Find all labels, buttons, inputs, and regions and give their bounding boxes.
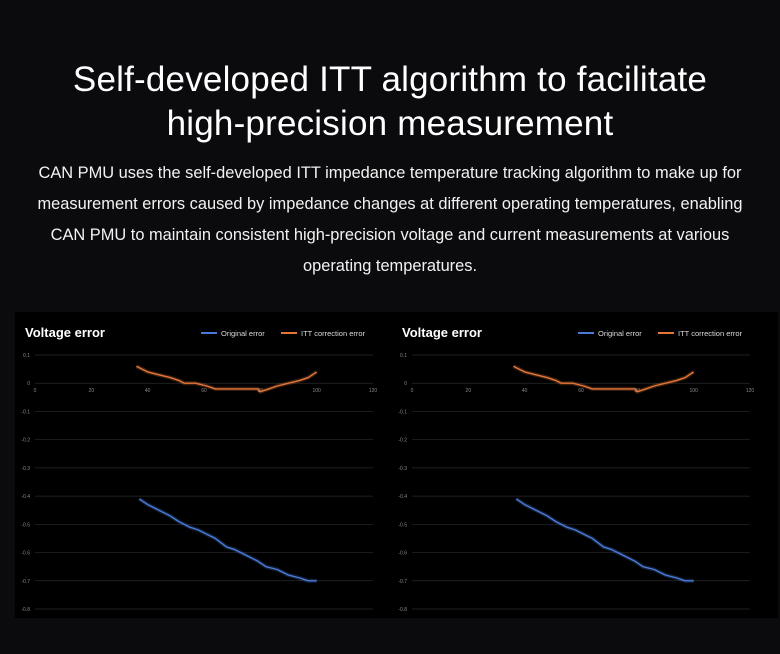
voltage-error-chart-right: Voltage error Original error ITT correctio… [392, 312, 778, 618]
x-tick-label: 100 [312, 388, 321, 394]
y-tick-label: 0 [27, 381, 30, 387]
x-tick-label: 20 [89, 388, 95, 394]
x-tick-label: 40 [522, 388, 528, 394]
y-tick-label: -0.5 [398, 522, 407, 528]
series-line-itt-correction-error [136, 365, 318, 393]
x-tick-label: 120 [746, 388, 755, 394]
y-tick-label: 0 [404, 381, 407, 387]
title-line-2: high-precision measurement [166, 104, 614, 143]
y-tick-label: -0.4 [398, 494, 407, 500]
chart-svg: Voltage error Original error ITT correctio… [21, 325, 378, 613]
y-tick-label: -0.3 [398, 466, 407, 472]
series-line-itt-correction-error-glow [135, 364, 318, 394]
description-text: CAN PMU uses the self-developed ITT impe… [37, 164, 743, 275]
y-tick-label: -0.2 [21, 438, 30, 444]
y-tick-label: -0.2 [398, 438, 407, 444]
y-tick-label: -0.6 [398, 551, 407, 557]
y-tick-label: -0.7 [398, 579, 407, 585]
series-line-original-error-glow [515, 497, 694, 583]
x-tick-label: 60 [578, 388, 584, 394]
x-tick-label: 60 [201, 388, 207, 394]
y-tick-label: -0.8 [21, 607, 30, 613]
x-tick-label: 100 [689, 388, 698, 394]
x-tick-label: 40 [145, 388, 151, 394]
y-tick-label: -0.8 [398, 607, 407, 613]
x-tick-label: 0 [34, 388, 37, 394]
y-tick-label: -0.4 [21, 494, 30, 500]
voltage-error-chart-left: Voltage error Original error ITT correctio… [15, 312, 401, 618]
legend-label-itt-correction-error: ITT correction error [678, 329, 743, 338]
chart-svg: Voltage error Original error ITT correctio… [398, 325, 755, 613]
y-tick-label: -0.5 [21, 522, 30, 528]
legend-label-original-error: Original error [598, 329, 642, 338]
series-line-itt-correction-error-glow [512, 364, 695, 394]
series-line-itt-correction-error [513, 365, 695, 393]
x-tick-label: 120 [369, 388, 378, 394]
series-line-original-error [515, 498, 694, 582]
chart-title: Voltage error [402, 325, 482, 340]
x-tick-label: 0 [411, 388, 414, 394]
title-line-1: Self-developed ITT algorithm to facilita… [72, 60, 708, 99]
y-tick-label: -0.3 [21, 466, 30, 472]
x-tick-label: 20 [466, 388, 472, 394]
y-tick-label: -0.1 [398, 409, 407, 415]
y-tick-label: -0.7 [21, 579, 30, 585]
page-title: Self-developed ITT algorithm to facilita… [0, 58, 780, 146]
chart-title: Voltage error [25, 325, 105, 340]
legend-label-itt-correction-error: ITT correction error [301, 329, 366, 338]
y-tick-label: -0.6 [21, 551, 30, 557]
y-tick-label: -0.1 [21, 409, 30, 415]
legend-label-original-error: Original error [221, 329, 265, 338]
y-tick-label: 0.1 [23, 353, 30, 359]
y-tick-label: 0.1 [400, 353, 407, 359]
series-line-original-error-glow [138, 497, 317, 583]
series-line-original-error [138, 498, 317, 582]
